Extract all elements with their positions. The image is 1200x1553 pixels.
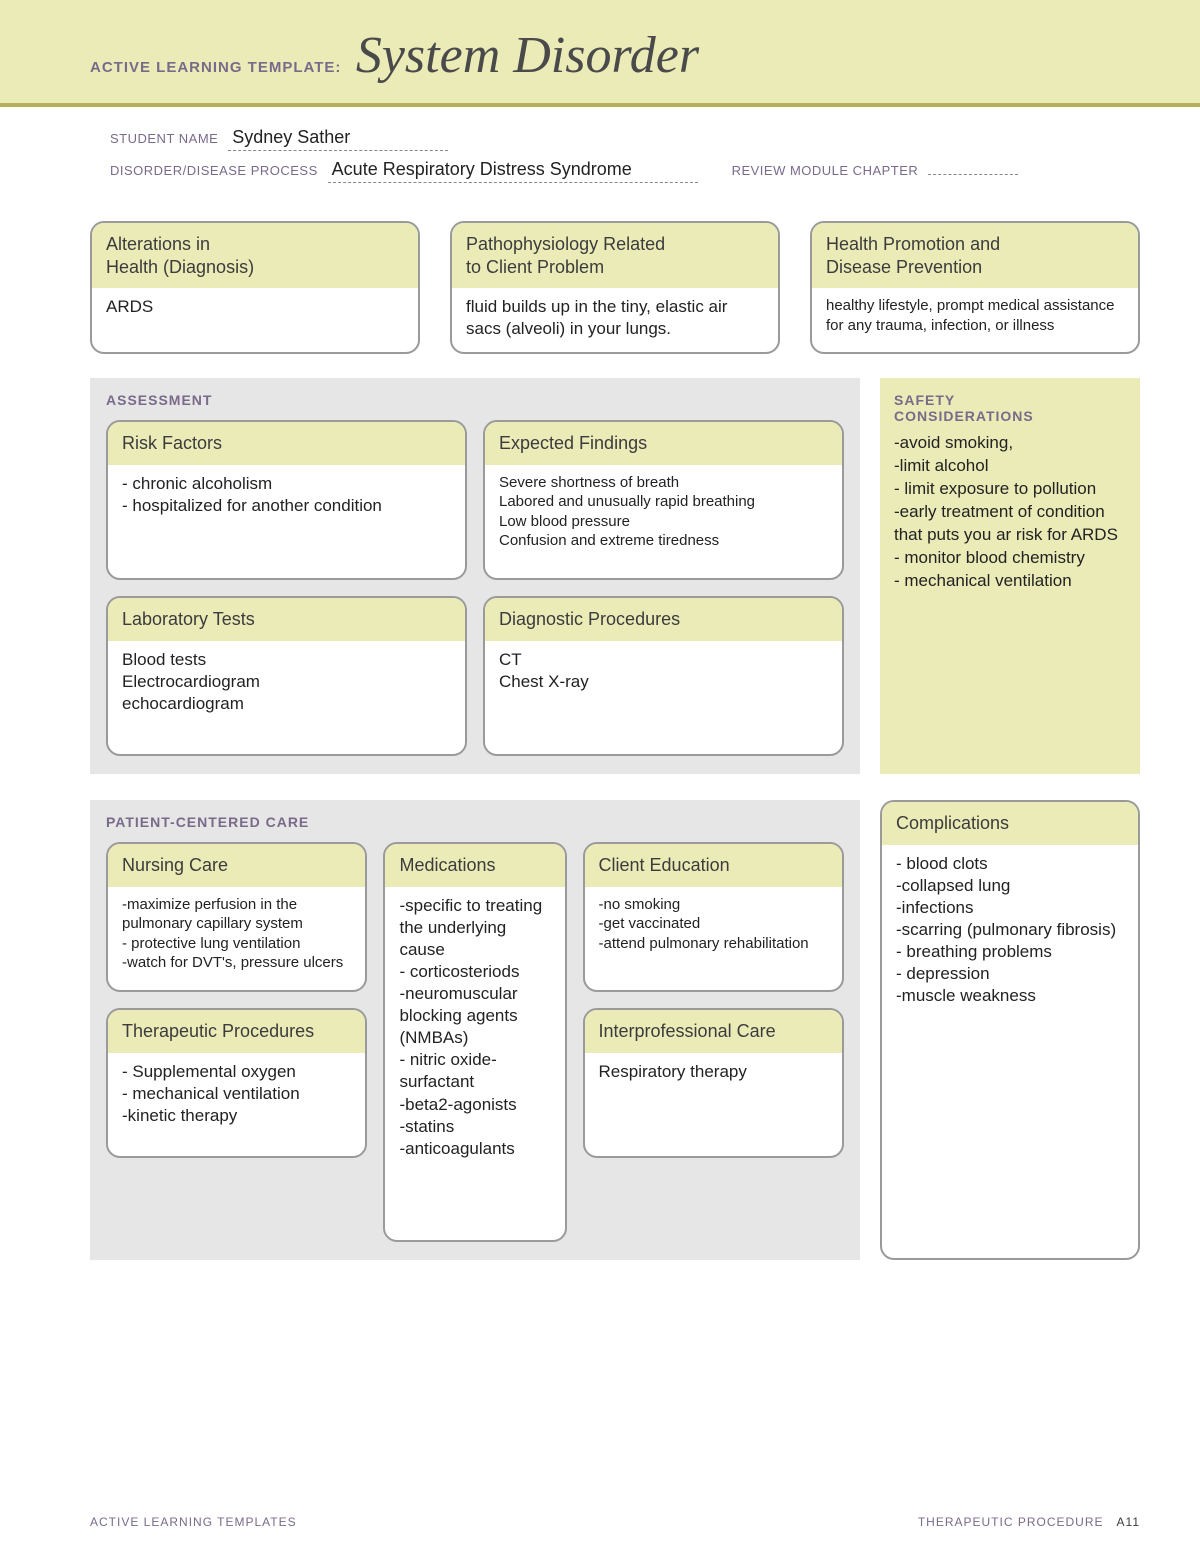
pcc-col-left: Nursing Care -maximize perfusion in the …	[106, 842, 367, 1242]
footer: ACTIVE LEARNING TEMPLATES THERAPEUTIC PR…	[90, 1515, 1140, 1529]
pcc-title: PATIENT-CENTERED CARE	[106, 814, 844, 830]
student-row: STUDENT NAME Sydney Sather	[110, 127, 1200, 151]
card-risk-factors: Risk Factors - chronic alcoholism - hosp…	[106, 420, 467, 580]
card-body: -maximize perfusion in the pulmonary cap…	[108, 887, 365, 985]
disorder-label: DISORDER/DISEASE PROCESS	[110, 163, 318, 178]
student-name-value: Sydney Sather	[228, 127, 448, 151]
content: Alterations in Health (Diagnosis) ARDS P…	[0, 191, 1200, 1260]
card-body: fluid builds up in the tiny, elastic air…	[452, 288, 778, 352]
template-title: System Disorder	[356, 26, 699, 85]
card-alterations: Alterations in Health (Diagnosis) ARDS	[90, 221, 420, 354]
card-pathophysiology: Pathophysiology Related to Client Proble…	[450, 221, 780, 354]
card-complications: Complications - blood clots -collapsed l…	[880, 800, 1140, 1260]
card-client-education: Client Education -no smoking -get vaccin…	[583, 842, 844, 992]
card-title: Nursing Care	[108, 844, 365, 887]
page: ACTIVE LEARNING TEMPLATE: System Disorde…	[0, 0, 1200, 1553]
card-title: Therapeutic Procedures	[108, 1010, 365, 1053]
card-body: CT Chest X-ray	[485, 641, 842, 705]
card-title: Client Education	[585, 844, 842, 887]
card-laboratory-tests: Laboratory Tests Blood tests Electrocard…	[106, 596, 467, 756]
card-title: Medications	[385, 844, 564, 887]
card-title: Laboratory Tests	[108, 598, 465, 641]
footer-page-number: A11	[1117, 1515, 1140, 1529]
pcc-panel: PATIENT-CENTERED CARE Nursing Care -maxi…	[90, 800, 860, 1260]
card-therapeutic-procedures: Therapeutic Procedures - Supplemental ox…	[106, 1008, 367, 1158]
pcc-col-mid: Medications -specific to treating the un…	[383, 842, 566, 1242]
template-type-label: ACTIVE LEARNING TEMPLATE:	[90, 59, 341, 76]
review-chapter-blank	[928, 161, 1018, 175]
mid-row: ASSESSMENT Risk Factors - chronic alcoho…	[90, 378, 1140, 774]
card-title: Interprofessional Care	[585, 1010, 842, 1053]
complications-panel: Complications - blood clots -collapsed l…	[880, 800, 1140, 1260]
assessment-title: ASSESSMENT	[106, 392, 844, 408]
card-title: Expected Findings	[485, 422, 842, 465]
card-body: Blood tests Electrocardiogram echocardio…	[108, 641, 465, 727]
meta-block: STUDENT NAME Sydney Sather DISORDER/DISE…	[110, 127, 1200, 183]
card-body: ARDS	[92, 288, 418, 330]
card-medications: Medications -specific to treating the un…	[383, 842, 566, 1242]
assessment-grid: Risk Factors - chronic alcoholism - hosp…	[106, 420, 844, 756]
card-body: Severe shortness of breath Labored and u…	[485, 465, 842, 563]
card-title: Risk Factors	[108, 422, 465, 465]
footer-right-label: THERAPEUTIC PROCEDURE	[918, 1515, 1104, 1529]
card-body: - Supplemental oxygen - mechanical venti…	[108, 1053, 365, 1139]
disorder-row: DISORDER/DISEASE PROCESS Acute Respirato…	[110, 159, 1200, 183]
footer-left: ACTIVE LEARNING TEMPLATES	[90, 1515, 297, 1529]
card-title: Health Promotion and Disease Prevention	[812, 223, 1138, 288]
disorder-value: Acute Respiratory Distress Syndrome	[328, 159, 698, 183]
card-body: -specific to treating the underlying cau…	[385, 887, 564, 1172]
card-expected-findings: Expected Findings Severe shortness of br…	[483, 420, 844, 580]
card-title: Diagnostic Procedures	[485, 598, 842, 641]
card-title: Alterations in Health (Diagnosis)	[92, 223, 418, 288]
card-body: - blood clots -collapsed lung -infection…	[882, 845, 1138, 1020]
safety-body: -avoid smoking, -limit alcohol - limit e…	[894, 432, 1126, 593]
card-body: healthy lifestyle, prompt medical assist…	[812, 288, 1138, 347]
top-row: Alterations in Health (Diagnosis) ARDS P…	[90, 221, 1140, 354]
pcc-col-right: Client Education -no smoking -get vaccin…	[583, 842, 844, 1242]
safety-title: SAFETY CONSIDERATIONS	[894, 392, 1126, 424]
card-health-promotion: Health Promotion and Disease Prevention …	[810, 221, 1140, 354]
card-nursing-care: Nursing Care -maximize perfusion in the …	[106, 842, 367, 992]
pcc-grid: Nursing Care -maximize perfusion in the …	[106, 842, 844, 1242]
assessment-panel: ASSESSMENT Risk Factors - chronic alcoho…	[90, 378, 860, 774]
card-title: Complications	[882, 802, 1138, 845]
review-chapter-label: REVIEW MODULE CHAPTER	[732, 163, 919, 178]
card-body: -no smoking -get vaccinated -attend pulm…	[585, 887, 842, 966]
card-title: Pathophysiology Related to Client Proble…	[452, 223, 778, 288]
student-name-label: STUDENT NAME	[110, 131, 218, 146]
card-interprofessional-care: Interprofessional Care Respiratory thera…	[583, 1008, 844, 1158]
safety-panel: SAFETY CONSIDERATIONS -avoid smoking, -l…	[880, 378, 1140, 774]
card-body: Respiratory therapy	[585, 1053, 842, 1095]
header-banner: ACTIVE LEARNING TEMPLATE: System Disorde…	[0, 0, 1200, 107]
card-body: - chronic alcoholism - hospitalized for …	[108, 465, 465, 529]
pcc-row: PATIENT-CENTERED CARE Nursing Care -maxi…	[90, 800, 1140, 1260]
card-diagnostic-procedures: Diagnostic Procedures CT Chest X-ray	[483, 596, 844, 756]
footer-right: THERAPEUTIC PROCEDURE A11	[918, 1515, 1140, 1529]
